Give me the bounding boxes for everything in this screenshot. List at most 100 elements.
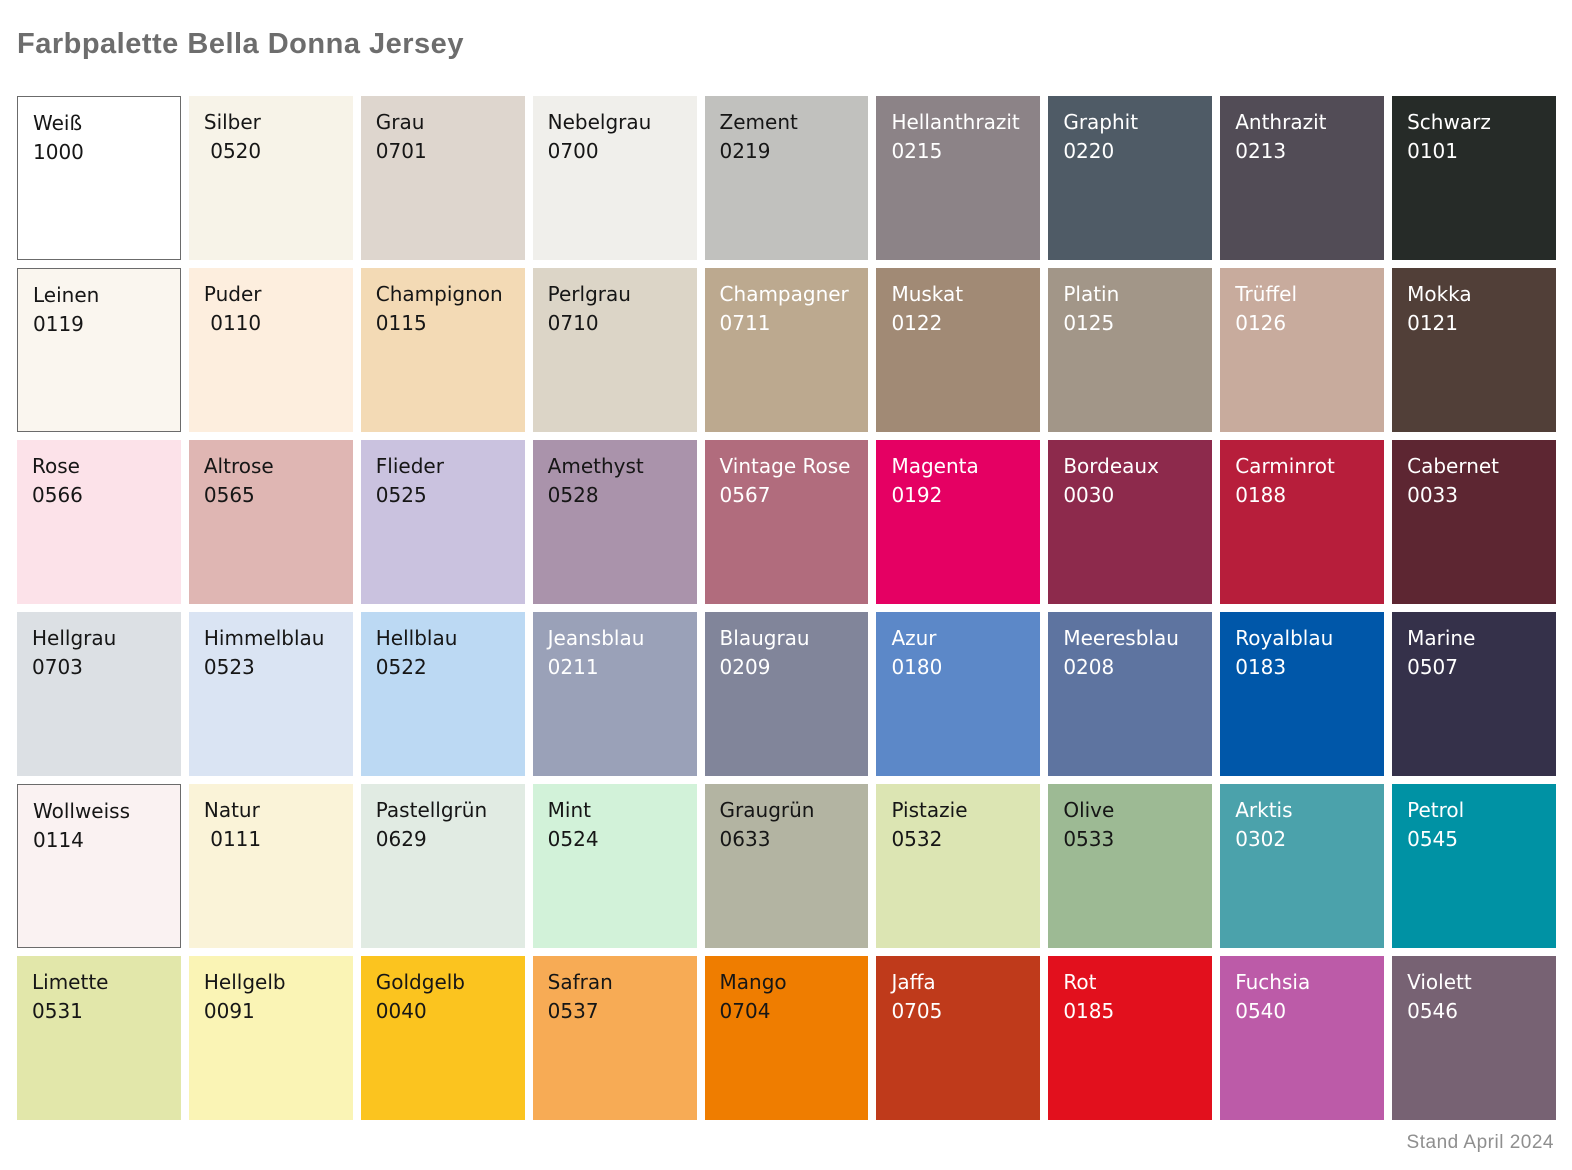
color-swatch-olive: Olive 0533 <box>1048 784 1213 948</box>
color-swatch-platin: Platin 0125 <box>1048 268 1213 432</box>
color-swatch-jaffa: Jaffa 0705 <box>876 956 1041 1120</box>
color-swatch-limette: Limette 0531 <box>17 956 181 1120</box>
swatch-name: Altrose <box>203 454 274 478</box>
swatch-code: 0546 <box>1407 999 1459 1023</box>
color-swatch-carminrot: Carminrot 0188 <box>1220 440 1385 604</box>
swatch-name: Cabernet <box>1407 454 1500 478</box>
color-swatch-bordeaux: Bordeaux 0030 <box>1048 440 1213 604</box>
swatch-code: 0566 <box>32 483 83 507</box>
color-swatch-grau: Grau 0701 <box>360 96 525 260</box>
color-swatch-mokka: Mokka 0121 <box>1392 268 1556 432</box>
swatch-name: Fuchsia <box>1235 970 1311 994</box>
swatch-name: Magenta <box>891 454 979 478</box>
swatch-code: 0711 <box>719 311 771 335</box>
swatch-name: Hellanthrazit <box>891 110 1020 134</box>
swatch-code: 0629 <box>375 827 427 851</box>
swatch-code: 0183 <box>1235 655 1287 679</box>
color-swatch-meeresblau: Meeresblau 0208 <box>1048 612 1213 776</box>
swatch-code: 0545 <box>1407 827 1459 851</box>
swatch-name: Wollweiss <box>33 799 131 823</box>
color-swatch-hellgelb: Hellgelb 0091 <box>188 956 353 1120</box>
swatch-name: Jaffa <box>891 970 936 994</box>
swatch-code: 0220 <box>1063 139 1115 163</box>
swatch-name: Arktis <box>1235 798 1293 822</box>
swatch-name: Petrol <box>1407 798 1465 822</box>
color-swatch-schwarz: Schwarz 0101 <box>1392 96 1556 260</box>
swatch-code: 0703 <box>32 655 83 679</box>
swatch-name: Safran <box>547 970 613 994</box>
swatch-name: Grau <box>375 110 425 134</box>
swatch-code: 0531 <box>32 999 83 1023</box>
swatch-code: 0215 <box>891 139 943 163</box>
swatch-code: 0522 <box>375 655 427 679</box>
swatch-name: Hellblau <box>375 626 458 650</box>
swatch-code: 0701 <box>375 139 427 163</box>
swatch-name: Pistazie <box>891 798 968 822</box>
swatch-name: Jeansblau <box>547 626 645 650</box>
swatch-code: 0520 <box>203 139 262 163</box>
swatch-code: 0633 <box>719 827 771 851</box>
swatch-code: 0704 <box>719 999 771 1023</box>
swatch-name: Hellgrau <box>32 626 117 650</box>
color-swatch-mint: Mint 0524 <box>532 784 697 948</box>
swatch-name: Limette <box>32 970 109 994</box>
color-swatch-puder: Puder 0110 <box>188 268 353 432</box>
swatch-name: Graugrün <box>719 798 815 822</box>
swatch-code: 0507 <box>1407 655 1459 679</box>
swatch-name: Rose <box>32 454 80 478</box>
color-swatch-graphit: Graphit 0220 <box>1048 96 1213 260</box>
swatch-name: Bordeaux <box>1063 454 1159 478</box>
swatch-name: Violett <box>1407 970 1472 994</box>
swatch-code: 0532 <box>891 827 943 851</box>
swatch-code: 0209 <box>719 655 771 679</box>
swatch-code: 0211 <box>547 655 599 679</box>
swatch-code: 0524 <box>547 827 599 851</box>
swatch-code: 0125 <box>1063 311 1115 335</box>
color-swatch-flieder: Flieder 0525 <box>360 440 525 604</box>
swatch-code: 0705 <box>891 999 943 1023</box>
swatch-name: Hellgelb <box>203 970 286 994</box>
color-swatch-rose: Rose 0566 <box>17 440 181 604</box>
swatch-name: Champagner <box>719 282 849 306</box>
swatch-code: 0030 <box>1063 483 1115 507</box>
swatch-name: Carminrot <box>1235 454 1335 478</box>
color-swatch-vintage-rose: Vintage Rose 0567 <box>704 440 869 604</box>
swatch-code: 0565 <box>203 483 255 507</box>
swatch-code: 0213 <box>1235 139 1287 163</box>
swatch-name: Amethyst <box>547 454 644 478</box>
swatch-code: 0302 <box>1235 827 1287 851</box>
page-title: Farbpalette Bella Donna Jersey <box>17 28 464 60</box>
color-swatch-silber: Silber 0520 <box>188 96 353 260</box>
swatch-code: 0122 <box>891 311 943 335</box>
swatch-code: 1000 <box>33 140 84 164</box>
color-swatch-rot: Rot 0185 <box>1048 956 1213 1120</box>
swatch-name: Himmelblau <box>203 626 325 650</box>
color-swatch-altrose: Altrose 0565 <box>188 440 353 604</box>
swatch-name: Champignon <box>375 282 503 306</box>
swatch-code: 0091 <box>203 999 255 1023</box>
swatch-name: Muskat <box>891 282 964 306</box>
swatch-name: Puder <box>203 282 262 306</box>
swatch-name: Azur <box>891 626 937 650</box>
color-swatch-natur: Natur 0111 <box>188 784 353 948</box>
swatch-name: Mango <box>719 970 787 994</box>
swatch-name: Natur <box>203 798 260 822</box>
swatch-code: 0119 <box>33 312 84 336</box>
swatch-code: 0525 <box>375 483 427 507</box>
color-swatch-leinen: Leinen 0119 <box>17 268 181 432</box>
swatch-code: 0040 <box>375 999 427 1023</box>
swatch-name: Goldgelb <box>375 970 466 994</box>
color-swatch-jeansblau: Jeansblau 0211 <box>532 612 697 776</box>
swatch-code: 0101 <box>1407 139 1459 163</box>
swatch-name: Trüffel <box>1235 282 1298 306</box>
swatch-name: Meeresblau <box>1063 626 1179 650</box>
swatch-code: 0528 <box>547 483 599 507</box>
color-swatch-azur: Azur 0180 <box>876 612 1041 776</box>
color-swatch-arktis: Arktis 0302 <box>1220 784 1385 948</box>
swatch-name: Olive <box>1063 798 1115 822</box>
color-swatch-marine: Marine 0507 <box>1392 612 1556 776</box>
color-swatch-nebelgrau: Nebelgrau 0700 <box>532 96 697 260</box>
swatch-name: Mint <box>547 798 591 822</box>
color-swatch-royalblau: Royalblau 0183 <box>1220 612 1385 776</box>
